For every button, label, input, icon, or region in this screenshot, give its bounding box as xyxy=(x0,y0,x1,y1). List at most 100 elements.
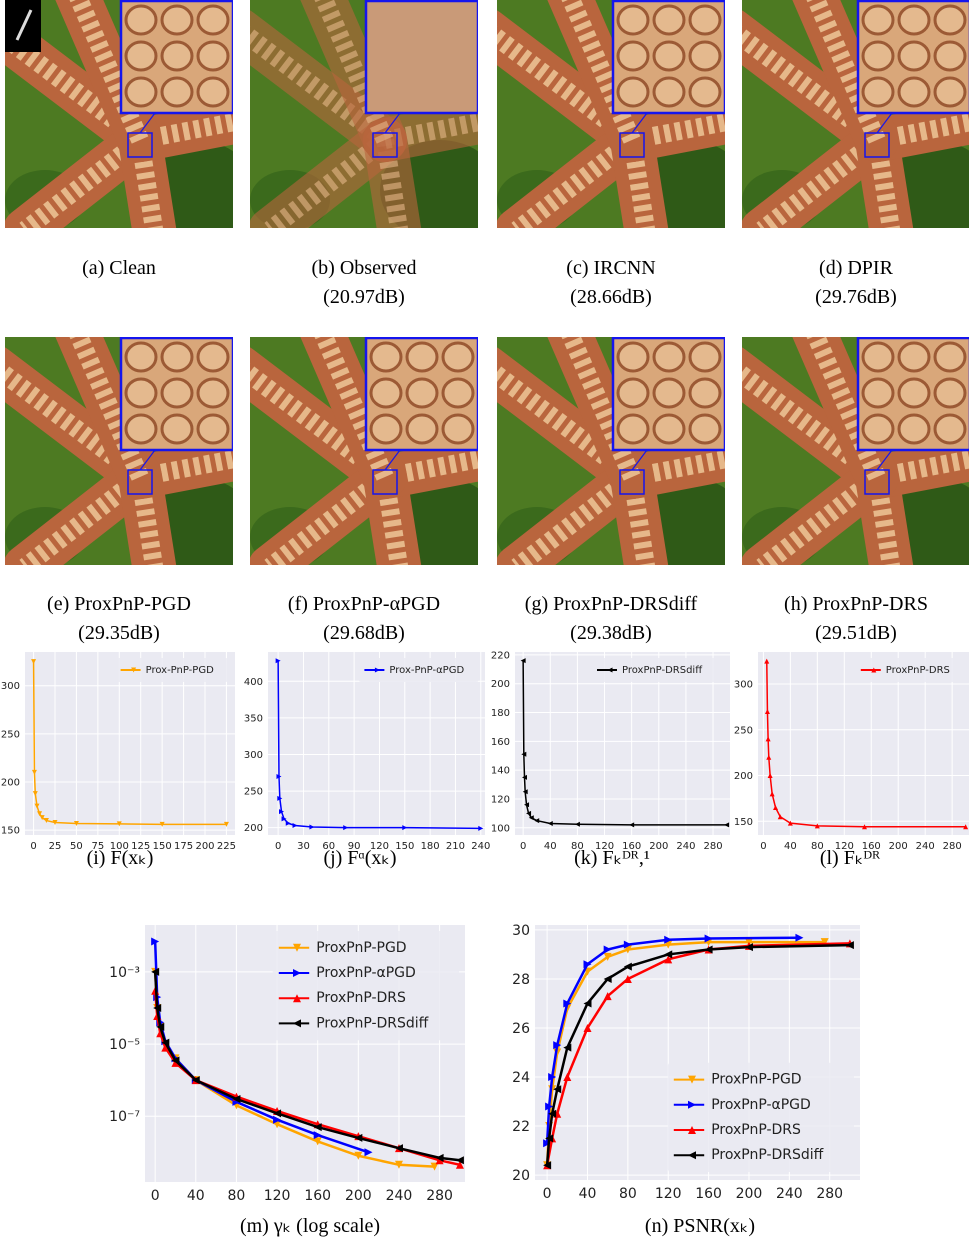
y-tick-label: 160 xyxy=(491,737,510,748)
inset-cell xyxy=(443,415,473,443)
chart: 0255075100125150175200225150200250300Pro… xyxy=(1,652,236,869)
image-panel xyxy=(240,0,500,240)
inset-cell xyxy=(162,6,192,34)
chart-caption: (l) Fₖᴰᴿ xyxy=(820,847,881,869)
inset-cell xyxy=(654,415,684,443)
inset-cell xyxy=(654,343,684,371)
inset-cell xyxy=(126,42,156,70)
x-tick-label: 80 xyxy=(619,1186,637,1202)
x-tick-label: 120 xyxy=(264,1188,291,1204)
x-tick-label: 240 xyxy=(776,1186,803,1202)
inset-cell xyxy=(162,78,192,106)
inset-cell xyxy=(899,78,929,106)
panel-caption: (a) Clean xyxy=(82,257,156,279)
x-tick-label: 210 xyxy=(446,841,465,852)
photo xyxy=(487,0,747,240)
photo xyxy=(0,0,255,240)
y-tick-label: 250 xyxy=(1,729,20,740)
legend-label: ProxPnP-PGD xyxy=(316,940,406,956)
x-tick-label: 240 xyxy=(676,841,695,852)
inset-cell xyxy=(863,42,893,70)
chart-caption: (j) Fᵅ(xₖ) xyxy=(323,847,396,869)
y-tick-label: 10⁻⁷ xyxy=(109,1109,140,1125)
y-tick-label: 150 xyxy=(1,826,20,837)
inset-cell xyxy=(618,42,648,70)
inset-cell xyxy=(198,6,228,34)
photo xyxy=(0,327,255,577)
panel-caption: (29.51dB) xyxy=(815,622,897,644)
y-tick-label: 24 xyxy=(512,1070,530,1086)
panel-caption: (g) ProxPnP-DRSdiff xyxy=(525,593,698,615)
image-panel xyxy=(732,327,969,577)
inset-cell xyxy=(690,343,720,371)
inset-cell xyxy=(690,42,720,70)
panel-caption: (h) ProxPnP-DRS xyxy=(784,593,928,615)
x-tick-label: 0 xyxy=(760,841,766,852)
inset-cell xyxy=(126,78,156,106)
inset-cell xyxy=(198,343,228,371)
inset-cell xyxy=(690,415,720,443)
image-panel xyxy=(0,327,255,577)
inset-cell xyxy=(126,343,156,371)
photo xyxy=(240,327,500,577)
panel-caption: (29.68dB) xyxy=(323,622,405,644)
x-tick-label: 280 xyxy=(943,841,962,852)
x-tick-label: 150 xyxy=(153,841,172,852)
inset-cell xyxy=(863,415,893,443)
chart-caption: (k) Fₖᴰᴿ,¹ xyxy=(574,847,650,869)
x-tick-label: 80 xyxy=(228,1188,246,1204)
y-tick-label: 300 xyxy=(1,681,20,692)
panel-caption: (20.97dB) xyxy=(323,286,405,308)
x-tick-label: 180 xyxy=(421,841,440,852)
chart-caption: (n) PSNR(xₖ) xyxy=(645,1215,755,1237)
legend-label: Prox-PnP-PGD xyxy=(146,665,214,676)
x-tick-label: 40 xyxy=(187,1188,205,1204)
x-tick-label: 280 xyxy=(703,841,722,852)
chart: 04080120160200240280202224262830ProxPnP-… xyxy=(512,923,860,1237)
inset-cell xyxy=(126,379,156,407)
inset-cell xyxy=(162,343,192,371)
y-tick-label: 200 xyxy=(734,771,753,782)
inset-cell xyxy=(407,379,437,407)
panel-caption: (28.66dB) xyxy=(570,286,652,308)
x-tick-label: 280 xyxy=(816,1186,843,1202)
panel-caption: (29.38dB) xyxy=(570,622,652,644)
inset-cell xyxy=(618,379,648,407)
inset-cell xyxy=(899,6,929,34)
y-tick-label: 180 xyxy=(491,708,510,719)
x-tick-label: 50 xyxy=(70,841,83,852)
inset-cell xyxy=(935,343,965,371)
inset-cell xyxy=(863,379,893,407)
inset-cell xyxy=(863,343,893,371)
legend-label: ProxPnP-DRS xyxy=(886,665,950,676)
inset-cell xyxy=(443,379,473,407)
inset-cell xyxy=(443,343,473,371)
inset-cell xyxy=(654,6,684,34)
y-tick-label: 200 xyxy=(491,679,510,690)
y-tick-label: 200 xyxy=(1,778,20,789)
inset-cell xyxy=(371,343,401,371)
x-tick-label: 0 xyxy=(275,841,281,852)
x-tick-label: 150 xyxy=(395,841,414,852)
inset-cell xyxy=(690,379,720,407)
inset-cell xyxy=(899,343,929,371)
inset-cell xyxy=(618,415,648,443)
x-tick-label: 40 xyxy=(784,841,797,852)
inset-cell xyxy=(126,6,156,34)
x-tick-label: 160 xyxy=(304,1188,331,1204)
inset-cell xyxy=(198,42,228,70)
inset-cell xyxy=(407,343,437,371)
inset-cell xyxy=(935,42,965,70)
panel-caption: (e) ProxPnP-PGD xyxy=(47,593,191,615)
y-tick-label: 140 xyxy=(491,766,510,777)
photo xyxy=(240,0,500,240)
image-panel xyxy=(487,327,747,577)
y-tick-label: 22 xyxy=(512,1119,530,1135)
panel-caption: (29.76dB) xyxy=(815,286,897,308)
inset-cell xyxy=(935,379,965,407)
inset-cell xyxy=(863,78,893,106)
inset-cell xyxy=(654,78,684,106)
zoom-inset xyxy=(366,1,478,113)
inset-cell xyxy=(654,379,684,407)
